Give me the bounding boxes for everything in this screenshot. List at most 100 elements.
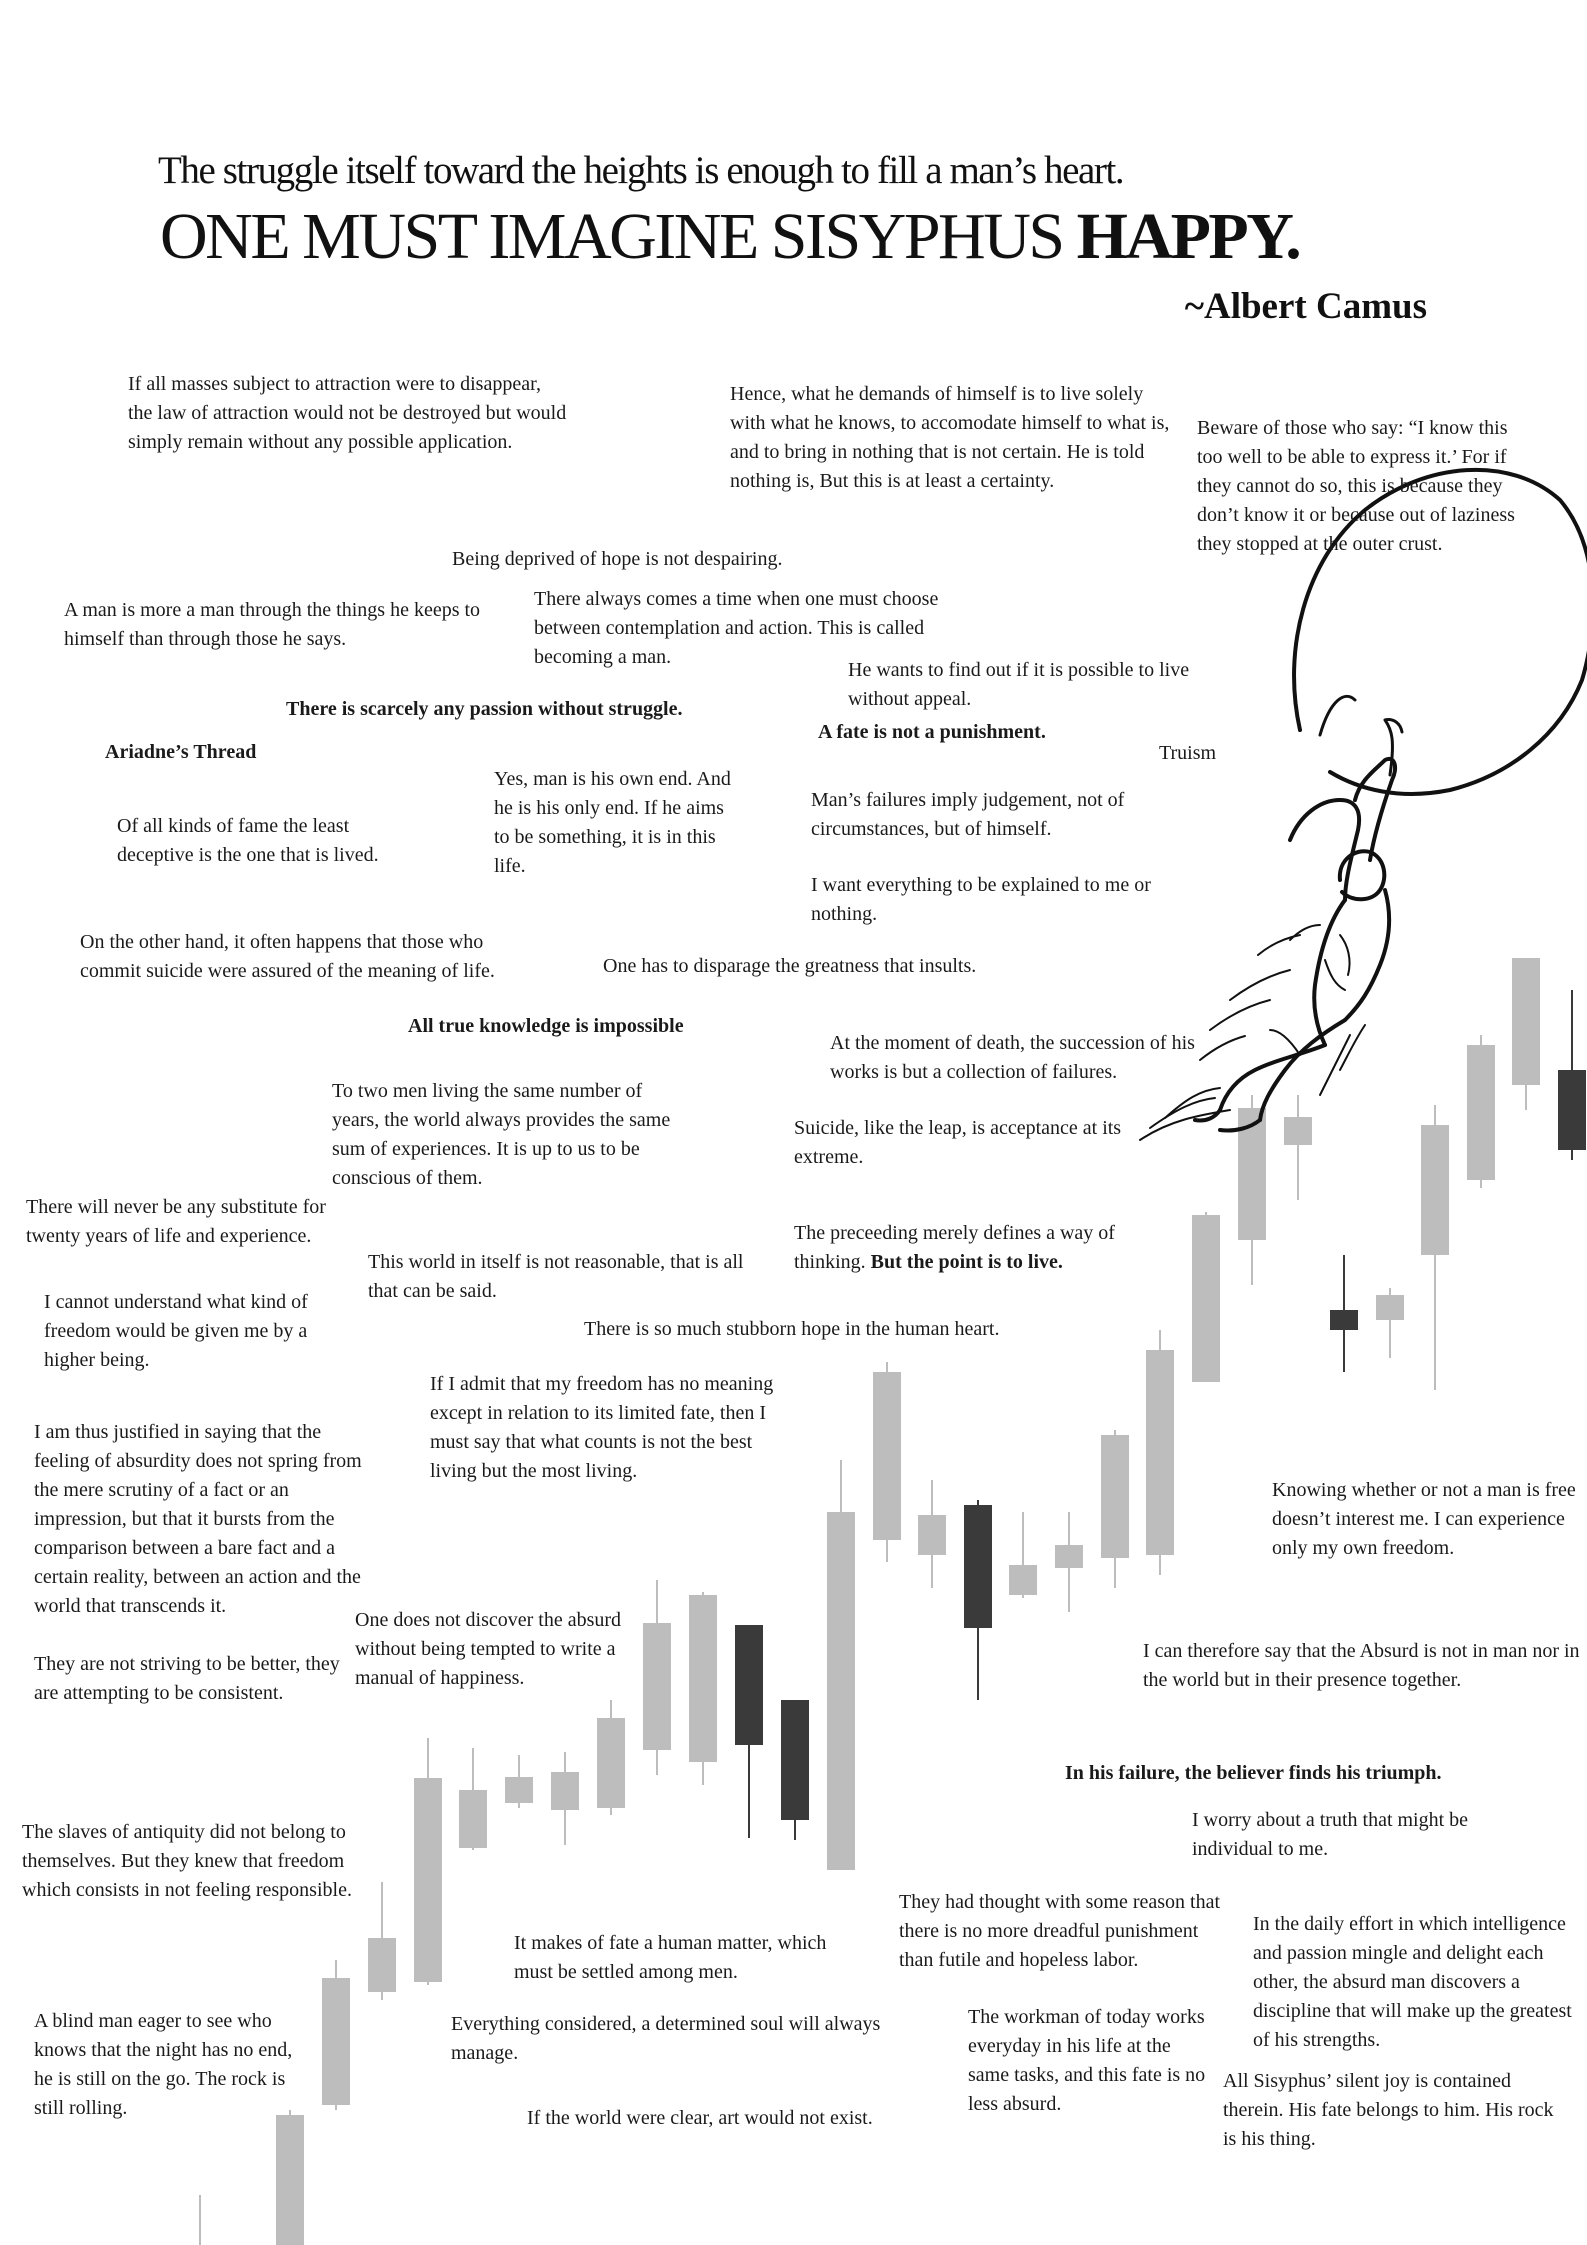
quote: The preceeding merely defines a way of t… xyxy=(794,1219,1154,1277)
candlestick-10 xyxy=(643,1580,671,1775)
quote: The workman of today works everyday in h… xyxy=(968,2006,1206,2115)
quote: Everything considered, a determined soul… xyxy=(451,2013,881,2064)
candle-body xyxy=(276,2115,304,2245)
candle-body xyxy=(551,1772,579,1810)
quote: At the moment of death, the succession o… xyxy=(830,1032,1195,1083)
candle-body xyxy=(1558,1070,1586,1150)
candle-body xyxy=(873,1372,901,1540)
candlestick-28 xyxy=(1467,1035,1495,1188)
candlestick-21 xyxy=(1146,1330,1174,1575)
candlestick-6 xyxy=(459,1748,487,1850)
candle-body xyxy=(827,1512,855,1870)
candle-body xyxy=(505,1777,533,1803)
candle-body xyxy=(1512,958,1540,1085)
candle-body xyxy=(964,1505,992,1628)
quote: Truism xyxy=(1159,742,1217,764)
quote: If the world were clear, art would not e… xyxy=(527,2107,873,2129)
quote: I can therefore say that the Absurd is n… xyxy=(1143,1640,1580,1691)
quote: A fate is not a punishment. xyxy=(818,721,1046,743)
quote: If I admit that my freedom has no meanin… xyxy=(430,1373,774,1482)
candlestick-26 xyxy=(1376,1288,1404,1358)
quote: There will never be any substitute for t… xyxy=(26,1196,326,1247)
quote: Beware of those who say: “I know this to… xyxy=(1197,417,1515,555)
candle-body xyxy=(689,1595,717,1762)
candle-body xyxy=(368,1938,396,1992)
quote: There is so much stubborn hope in the hu… xyxy=(584,1318,1000,1340)
candlestick-17 xyxy=(964,1500,992,1700)
quote: On the other hand, it often happens that… xyxy=(80,931,495,982)
candlestick-25 xyxy=(1330,1255,1358,1372)
candle-body xyxy=(643,1623,671,1750)
quote: Ariadne’s Thread xyxy=(105,741,257,763)
candlestick-8 xyxy=(551,1752,579,1845)
quote: Knowing whether or not a man is free doe… xyxy=(1272,1479,1576,1559)
quote: If all masses subject to attraction were… xyxy=(128,373,567,453)
quote: I am thus justified in saying that the f… xyxy=(34,1421,362,1617)
quote: It makes of fate a human matter, which m… xyxy=(514,1932,827,1983)
candlestick-7 xyxy=(505,1755,533,1808)
candlestick-22 xyxy=(1192,1212,1220,1382)
candlestick-15 xyxy=(873,1362,901,1562)
headline-bold: HAPPY. xyxy=(1076,200,1302,273)
quote-bold-part: But the point is to live. xyxy=(870,1251,1063,1273)
quote: In the daily effort in which intelligenc… xyxy=(1253,1913,1572,2051)
candle-body xyxy=(322,1978,350,2105)
candlestick-29 xyxy=(1512,958,1540,1110)
candlestick-13 xyxy=(781,1700,809,1840)
quote: I cannot understand what kind of freedom… xyxy=(44,1291,308,1371)
quote: All true knowledge is impossible xyxy=(408,1015,684,1037)
subtitle-quote: The struggle itself toward the heights i… xyxy=(158,149,1125,192)
candlestick-12 xyxy=(735,1625,763,1838)
quote: I want everything to be explained to me … xyxy=(811,874,1151,925)
candle-body xyxy=(918,1515,946,1555)
quote: One does not discover the absurd without… xyxy=(355,1609,622,1689)
candlestick-24 xyxy=(1284,1095,1312,1200)
candlestick-16 xyxy=(918,1480,946,1588)
quote: Of all kinds of fame the least deceptive… xyxy=(117,815,379,866)
candle-body xyxy=(1421,1125,1449,1255)
candlestick-2 xyxy=(276,2110,304,2245)
candle-body xyxy=(1330,1310,1358,1330)
quote: They had thought with some reason that t… xyxy=(899,1891,1221,1971)
candlestick-4 xyxy=(368,1882,396,2000)
quote: Suicide, like the leap, is acceptance at… xyxy=(794,1117,1122,1168)
candle-body xyxy=(1376,1295,1404,1320)
headline: ONE MUST IMAGINE SISYPHUS HAPPY. xyxy=(160,204,1302,270)
quote: This world in itself is not reasonable, … xyxy=(368,1251,744,1302)
quote: Hence, what he demands of himself is to … xyxy=(730,383,1170,492)
candlestick-14 xyxy=(827,1460,855,1870)
candle-body xyxy=(781,1700,809,1820)
quote: Man’s failures imply judgement, not of c… xyxy=(811,789,1125,840)
quote-part: The preceeding merely defines a way of t… xyxy=(794,1222,1115,1273)
candle-body xyxy=(597,1718,625,1808)
quote: One has to disparage the greatness that … xyxy=(603,955,977,977)
quote: A man is more a man through the things h… xyxy=(64,599,481,650)
quote: The slaves of antiquity did not belong t… xyxy=(22,1821,352,1901)
candle-body xyxy=(1192,1215,1220,1382)
quote: Yes, man is his own end. And he is his o… xyxy=(494,768,731,877)
headline-main: ONE MUST IMAGINE SISYPHUS xyxy=(160,200,1065,273)
quote: All Sisyphus’ silent joy is contained th… xyxy=(1223,2070,1554,2150)
candle-body xyxy=(1055,1545,1083,1568)
candlestick-27 xyxy=(1421,1105,1449,1390)
quote: They are not striving to be better, they… xyxy=(34,1653,340,1704)
candlestick-3 xyxy=(322,1960,350,2110)
candle-body xyxy=(459,1790,487,1848)
candle-body xyxy=(735,1625,763,1745)
candle-body xyxy=(1101,1435,1129,1558)
quote: Being deprived of hope is not despairing… xyxy=(452,548,783,570)
candlestick-20 xyxy=(1101,1430,1129,1588)
author-attribution: ~Albert Camus xyxy=(1184,286,1427,327)
quote: He wants to find out if it is possible t… xyxy=(848,659,1190,710)
quote: I worry about a truth that might be indi… xyxy=(1192,1809,1469,1860)
quote: There always comes a time when one must … xyxy=(534,588,939,668)
candlestick-30 xyxy=(1558,990,1586,1160)
candle-body xyxy=(1146,1350,1174,1555)
candle-body xyxy=(414,1778,442,1982)
candlestick-19 xyxy=(1055,1512,1083,1612)
candle-body xyxy=(1284,1117,1312,1145)
quote: There is scarcely any passion without st… xyxy=(286,698,683,720)
quote: A blind man eager to see who knows that … xyxy=(34,2010,293,2119)
